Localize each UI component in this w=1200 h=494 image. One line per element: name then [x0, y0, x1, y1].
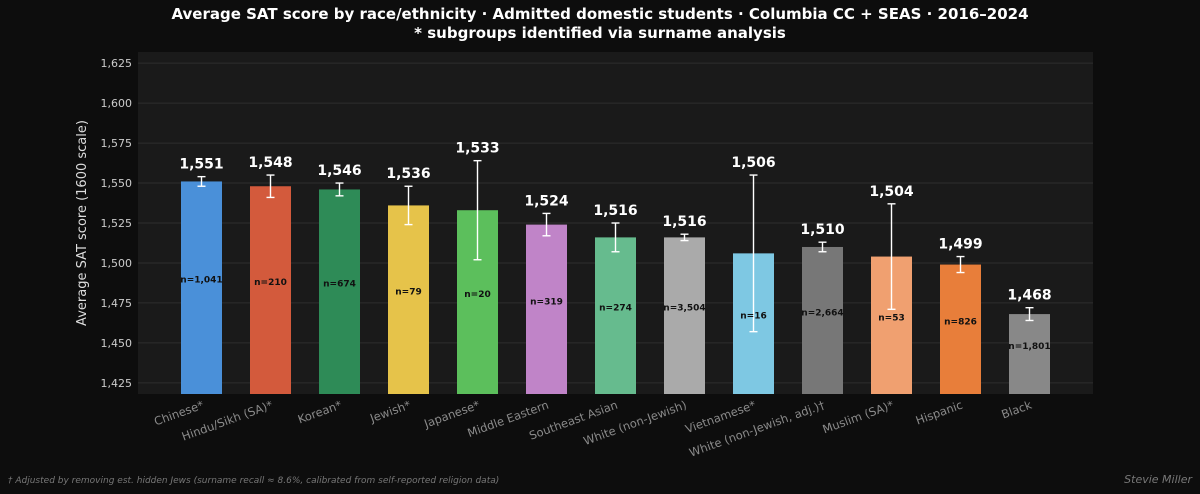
n-label: n=1,801 — [1008, 342, 1050, 352]
bar — [526, 224, 567, 394]
y-tick-label: 1,575 — [101, 137, 133, 150]
data-label: 1,516 — [662, 214, 706, 230]
bar — [664, 237, 705, 394]
bar — [181, 181, 222, 394]
y-axis-label: Average SAT score (1600 scale) — [75, 120, 90, 326]
n-label: n=319 — [530, 297, 563, 307]
data-label: 1,524 — [524, 193, 569, 209]
chart-title: Average SAT score by race/ethnicity · Ad… — [171, 5, 1029, 23]
y-tick-label: 1,475 — [101, 297, 133, 310]
bar — [1009, 314, 1050, 394]
y-tick-label: 1,600 — [101, 97, 133, 110]
y-tick-label: 1,525 — [101, 217, 133, 230]
x-tick-label: Hispanic — [914, 398, 965, 428]
bar — [388, 205, 429, 394]
y-tick-label: 1,625 — [101, 57, 133, 70]
bar — [595, 237, 636, 394]
data-label: 1,546 — [317, 163, 361, 179]
data-label: 1,536 — [386, 166, 430, 182]
data-label: 1,548 — [248, 155, 292, 171]
data-label: 1,510 — [800, 222, 845, 238]
n-label: n=53 — [878, 313, 904, 323]
data-label: 1,504 — [869, 184, 914, 200]
n-label: n=210 — [254, 278, 287, 288]
n-label: n=3,504 — [663, 304, 705, 314]
x-tick-label: Black — [999, 398, 1033, 422]
y-tick-label: 1,550 — [101, 177, 133, 190]
n-label: n=2,664 — [801, 308, 843, 318]
data-label: 1,516 — [593, 203, 637, 219]
n-label: n=674 — [323, 280, 356, 290]
bar — [940, 264, 981, 394]
data-label: 1,533 — [455, 141, 499, 157]
data-label: 1,468 — [1007, 288, 1051, 304]
footnote: † Adjusted by removing est. hidden Jews … — [8, 476, 500, 486]
x-tick-label: Muslim (SA)* — [821, 398, 896, 437]
data-label: 1,499 — [938, 237, 982, 253]
n-label: n=1,041 — [180, 276, 222, 286]
y-tick-label: 1,425 — [101, 377, 133, 390]
n-label: n=16 — [740, 312, 766, 322]
n-label: n=20 — [464, 290, 490, 300]
bar — [802, 246, 843, 394]
x-tick-label: Jewish* — [367, 398, 413, 426]
n-label: n=826 — [944, 317, 977, 327]
x-tick-label: Korean* — [296, 398, 344, 427]
bar — [319, 189, 360, 394]
y-tick-label: 1,450 — [101, 337, 133, 350]
n-label: n=274 — [599, 304, 632, 314]
bar — [250, 186, 291, 394]
n-label: n=79 — [395, 288, 421, 298]
credit: Stevie Miller — [1124, 473, 1192, 486]
data-label: 1,551 — [179, 157, 223, 173]
y-tick-label: 1,500 — [101, 257, 133, 270]
chart-subtitle: * subgroups identified via surname analy… — [414, 24, 786, 42]
data-label: 1,506 — [731, 155, 775, 171]
